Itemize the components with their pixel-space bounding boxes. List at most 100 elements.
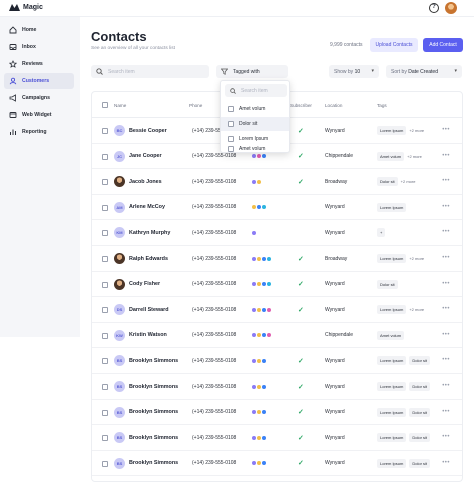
tag-badge[interactable]: Lorem Ipsum (377, 305, 407, 315)
more-options-icon[interactable]: ••• (442, 203, 450, 210)
more-options-icon[interactable]: ••• (442, 280, 450, 287)
tag-badge[interactable]: Lorem Ipsum (377, 126, 407, 135)
sidebar-item-reporting[interactable]: Reporting (4, 124, 74, 140)
tag-badge[interactable]: Amet volum (377, 151, 405, 161)
column-header-location[interactable]: Location (325, 103, 343, 108)
table-row[interactable]: BS Brooklyn Simmons (+14) 239-555-0108 ✓ Wyn… (92, 348, 462, 374)
contact-name[interactable]: Kathryn Murphy (129, 229, 171, 236)
sidebar-item-customers[interactable]: Customers (4, 73, 74, 89)
contact-name[interactable]: Arlene McCoy (129, 204, 165, 211)
more-options-icon[interactable]: ••• (442, 331, 450, 338)
more-options-icon[interactable]: ••• (442, 255, 450, 261)
tag-badge[interactable]: Lorem Ipsum (377, 202, 407, 212)
tag-badge[interactable]: Lorem Ipsum (377, 356, 407, 366)
more-tags-link[interactable]: +2 more (409, 128, 425, 133)
dropdown-option[interactable]: Dolor sit (221, 117, 289, 131)
more-tags-link[interactable]: +2 more (407, 153, 422, 159)
contact-name[interactable]: Darrell Steward (129, 306, 169, 313)
option-checkbox[interactable] (228, 136, 234, 142)
tag-badge[interactable]: Amet volum (377, 330, 405, 340)
more-options-icon[interactable]: ••• (442, 383, 450, 389)
row-checkbox[interactable] (102, 128, 108, 134)
select-all-checkbox[interactable] (102, 102, 108, 108)
tag-badge[interactable]: Dolor sit (409, 458, 431, 468)
tag-badge[interactable]: Dolor sit (377, 279, 398, 289)
contact-name[interactable]: Bessie Cooper (129, 127, 167, 134)
row-checkbox[interactable] (102, 179, 108, 186)
dropdown-option[interactable]: Lorem Ipsum (221, 132, 289, 146)
contact-name[interactable]: Brooklyn Simmons (129, 383, 179, 390)
table-row[interactable]: BS Brooklyn Simmons (+14) 239-555-0108 ✓ Wyn… (92, 425, 462, 451)
dropdown-search-box[interactable] (225, 84, 287, 97)
sidebar-item-reviews[interactable]: Reviews (4, 56, 74, 72)
contact-name[interactable]: Jacob Jones (129, 178, 162, 185)
show-by-select[interactable]: Show by 10 ▾ (329, 65, 379, 78)
more-tags-link[interactable]: +2 more (409, 256, 425, 261)
contact-name[interactable]: Brooklyn Simmons (129, 409, 179, 416)
row-checkbox[interactable] (102, 332, 108, 339)
dropdown-search-input[interactable] (241, 87, 281, 94)
contact-name[interactable]: Brooklyn Simmons (129, 460, 179, 467)
column-header-phone[interactable]: Phone (189, 103, 203, 108)
option-checkbox[interactable] (228, 106, 234, 112)
tag-badge[interactable]: Dolor sit (409, 356, 431, 366)
sidebar-item-web-widget[interactable]: Web Widget (4, 107, 74, 123)
contact-name[interactable]: Brooklyn Simmons (129, 434, 179, 441)
table-row[interactable]: Jacob Jones (+14) 239-555-0108 ✓ Broadway Do… (92, 169, 462, 195)
table-row[interactable]: Cody Fisher (+14) 239-555-0108 ✓ Wynyard Dol… (92, 272, 462, 298)
tag-badge[interactable]: Dolor sit (409, 433, 431, 443)
table-row[interactable]: AM Arlene McCoy (+14) 239-555-0108 Wynyard L… (92, 195, 462, 221)
row-checkbox[interactable] (102, 307, 108, 314)
table-row[interactable]: JC Jane Cooper (+14) 239-555-0108 ✓ Chippend… (92, 144, 462, 170)
search-box[interactable] (91, 65, 209, 78)
column-header-tags[interactable]: Tags (377, 103, 387, 108)
tag-badge[interactable]: Lorem Ipsum (377, 458, 407, 468)
tag-badge[interactable]: Lorem Ipsum (377, 254, 407, 263)
row-checkbox[interactable] (102, 460, 108, 467)
row-checkbox[interactable] (102, 384, 108, 390)
table-row[interactable]: BS Brooklyn Simmons (+14) 239-555-0108 ✓ Wyn… (92, 400, 462, 426)
contact-name[interactable]: Cody Fisher (129, 281, 161, 288)
contact-name[interactable]: Jane Cooper (129, 153, 162, 160)
more-options-icon[interactable]: ••• (442, 434, 450, 441)
tag-badge[interactable]: Dolor sit (409, 382, 431, 391)
row-checkbox[interactable] (102, 153, 108, 160)
dropdown-option[interactable]: Amet volum (221, 145, 289, 153)
app-logo[interactable]: Magic (9, 4, 43, 11)
more-options-icon[interactable]: ••• (442, 408, 450, 415)
table-row[interactable]: BS Brooklyn Simmons (+14) 239-555-0108 ✓ Wyn… (92, 451, 462, 477)
sort-by-select[interactable]: Sort by Date Created ▾ (386, 65, 462, 78)
row-checkbox[interactable] (102, 230, 108, 237)
more-options-icon[interactable]: ••• (442, 459, 450, 466)
more-options-icon[interactable]: ••• (442, 306, 450, 313)
option-checkbox[interactable] (228, 121, 234, 127)
row-checkbox[interactable] (102, 281, 108, 288)
more-tags-link[interactable]: +2 more (400, 179, 416, 185)
more-tags-link[interactable]: +2 more (409, 307, 425, 313)
sidebar-item-campaigns[interactable]: Campaigns (4, 90, 74, 106)
row-checkbox[interactable] (102, 358, 108, 365)
tag-badge[interactable]: Lorem Ipsum (377, 407, 407, 417)
more-options-icon[interactable]: ••• (442, 357, 450, 364)
table-row[interactable]: KM Kathryn Murphy (+14) 239-555-0108 Wynyar… (92, 220, 462, 246)
more-options-icon[interactable]: ••• (442, 229, 450, 236)
column-header-name[interactable]: Name (114, 103, 127, 108)
add-contact-button[interactable]: Add Contact (423, 38, 463, 52)
contact-name[interactable]: Kristin Watson (129, 332, 167, 339)
row-checkbox[interactable] (102, 204, 108, 211)
table-row[interactable]: BS Brooklyn Simmons (+14) 239-555-0108 ✓ Wyn… (92, 374, 462, 400)
more-options-icon[interactable]: ••• (442, 127, 450, 133)
row-checkbox[interactable] (102, 409, 108, 416)
option-checkbox[interactable] (228, 146, 234, 152)
tag-badge[interactable]: Lorem Ipsum (377, 382, 407, 391)
contact-name[interactable]: Ralph Edwards (129, 255, 168, 262)
row-checkbox[interactable] (102, 256, 108, 262)
table-row[interactable]: DS Darrell Steward (+14) 239-555-0108 ✓ Wyny… (92, 297, 462, 323)
tag-badge[interactable]: + (377, 228, 386, 238)
user-avatar[interactable] (445, 2, 457, 14)
table-row[interactable]: KW Kristin Watson (+14) 239-555-0108 Chippe… (92, 323, 462, 349)
table-row[interactable]: Ralph Edwards (+14) 239-555-0108 ✓ Broadway… (92, 246, 462, 272)
tagged-with-filter[interactable]: Tagged with (216, 65, 288, 78)
contact-name[interactable]: Brooklyn Simmons (129, 357, 179, 364)
sidebar-item-inbox[interactable]: Inbox (4, 39, 74, 55)
